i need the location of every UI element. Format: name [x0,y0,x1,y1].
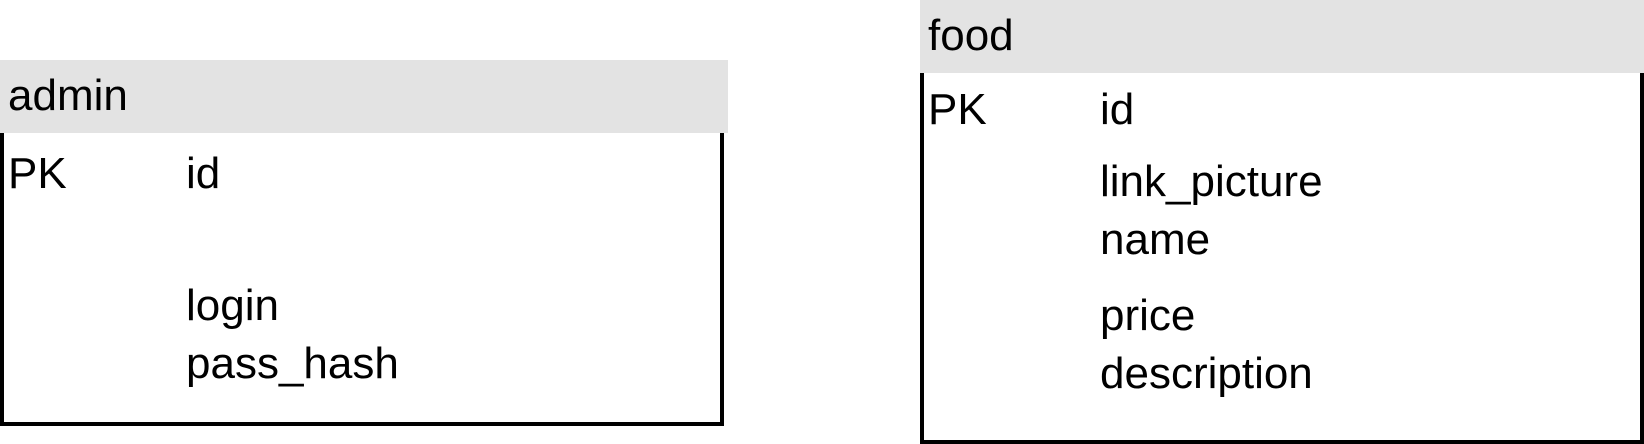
admin-entity-title: admin [0,60,728,133]
food-field-description: description [1100,349,1313,398]
food-field-name: name [1100,215,1211,264]
food-field-id: id [1100,85,1135,134]
admin-entity: admin PK id login pass_hash [0,60,728,426]
food-pk-label: PK [928,85,987,134]
admin-field-login: login [186,281,279,330]
admin-entity-body [0,133,724,426]
admin-pk-label: PK [8,149,67,198]
admin-field-pass-hash: pass_hash [186,339,399,388]
food-entity-body [920,73,1644,444]
admin-field-id: id [186,149,221,198]
food-field-link-picture: link_picture [1100,157,1323,206]
food-entity: food PK id link_picture name price descr… [920,0,1644,444]
food-field-price: price [1100,291,1196,340]
food-entity-title: food [920,0,1644,73]
